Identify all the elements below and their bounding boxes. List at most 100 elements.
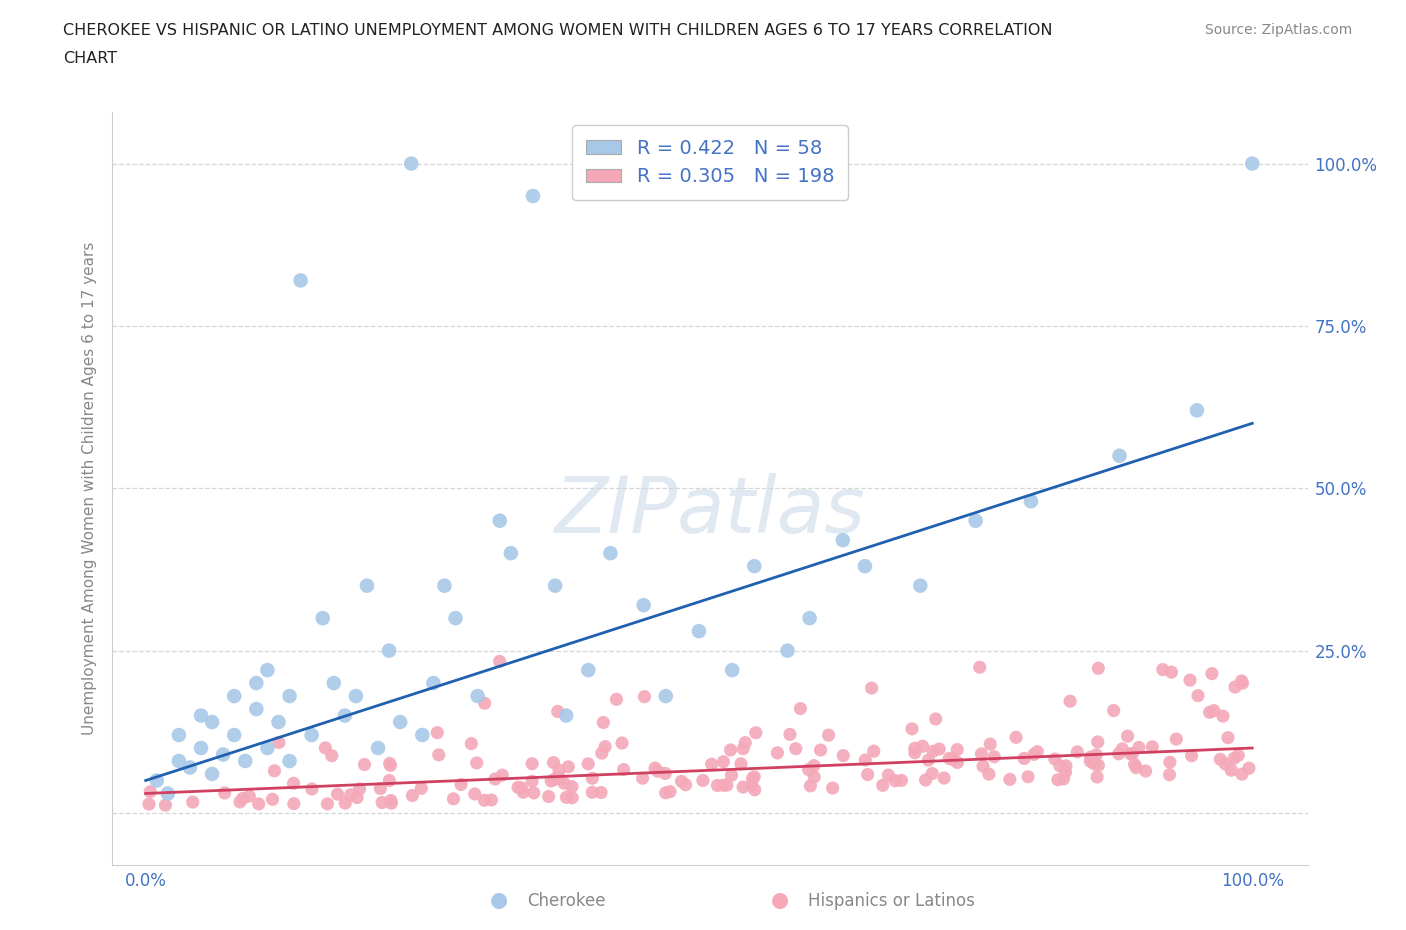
Point <box>745 725 768 740</box>
Point <box>928 741 950 756</box>
Point <box>904 741 927 756</box>
Y-axis label: Unemployment Among Women with Children Ages 6 to 17 years: Unemployment Among Women with Children A… <box>82 242 97 735</box>
Point <box>214 786 236 801</box>
Point <box>1223 751 1246 765</box>
Point <box>821 780 844 795</box>
Point <box>610 736 633 751</box>
Point <box>512 785 534 800</box>
Point <box>581 785 603 800</box>
Point <box>245 675 267 690</box>
Point <box>1005 730 1028 745</box>
Point <box>721 663 744 678</box>
Point <box>593 739 616 754</box>
Point <box>555 790 578 804</box>
Point <box>201 766 224 781</box>
Point <box>371 795 394 810</box>
Point <box>233 753 256 768</box>
Point <box>426 725 449 740</box>
Point <box>924 711 946 726</box>
Point <box>1201 666 1223 681</box>
Point <box>711 754 734 769</box>
Point <box>520 774 543 789</box>
Point <box>481 792 503 807</box>
Point <box>156 786 179 801</box>
Point <box>474 696 496 711</box>
Point <box>301 781 323 796</box>
Point <box>367 740 389 755</box>
Point <box>1059 694 1081 709</box>
Point <box>1178 672 1201 687</box>
Point <box>779 727 801 742</box>
Point <box>644 761 666 776</box>
Point <box>633 689 655 704</box>
Point <box>1152 662 1174 677</box>
Point <box>262 791 284 806</box>
Point <box>688 624 710 639</box>
Point <box>1108 747 1130 762</box>
Point <box>443 791 465 806</box>
Point <box>716 777 738 792</box>
Point <box>411 781 433 796</box>
Point <box>1066 744 1088 759</box>
Point <box>229 794 252 809</box>
Point <box>581 771 603 786</box>
Point <box>1108 448 1130 463</box>
Point <box>1212 709 1234 724</box>
Point <box>1230 673 1253 688</box>
Point <box>576 663 599 678</box>
Point <box>356 578 378 593</box>
Point <box>224 727 246 742</box>
Point <box>591 785 613 800</box>
Point <box>1159 767 1181 782</box>
Point <box>401 788 423 803</box>
Point <box>1012 751 1035 766</box>
Point <box>1054 759 1077 774</box>
Point <box>799 611 821 626</box>
Point <box>1087 758 1109 773</box>
Point <box>256 740 278 755</box>
Point <box>910 578 932 593</box>
Point <box>547 704 569 719</box>
Point <box>344 688 367 703</box>
Point <box>817 727 839 742</box>
Point <box>380 758 402 773</box>
Point <box>349 781 371 796</box>
Point <box>263 764 285 778</box>
Point <box>946 742 969 757</box>
Text: CHART: CHART <box>63 51 117 66</box>
Point <box>862 744 884 759</box>
Point <box>167 727 190 742</box>
Point <box>654 785 676 800</box>
Point <box>1216 730 1239 745</box>
Point <box>238 789 260 804</box>
Point <box>733 741 755 756</box>
Point <box>970 747 993 762</box>
Point <box>776 644 799 658</box>
Point <box>730 756 752 771</box>
Point <box>256 663 278 678</box>
Point <box>742 559 765 574</box>
Point <box>720 768 742 783</box>
Point <box>380 793 402 808</box>
Text: Cherokee: Cherokee <box>527 892 606 910</box>
Point <box>290 273 312 288</box>
Point <box>283 796 305 811</box>
Point <box>983 750 1005 764</box>
Point <box>998 772 1021 787</box>
Point <box>1085 748 1108 763</box>
Point <box>711 777 734 792</box>
Point <box>692 773 714 788</box>
Point <box>540 774 562 789</box>
Point <box>546 770 568 785</box>
Point <box>810 742 832 757</box>
Point <box>654 766 676 781</box>
Point <box>911 738 934 753</box>
Point <box>742 769 765 784</box>
Point <box>467 688 489 703</box>
Point <box>316 796 339 811</box>
Point <box>853 559 876 574</box>
Point <box>901 722 924 737</box>
Point <box>1111 741 1133 756</box>
Point <box>576 756 599 771</box>
Point <box>1085 769 1108 784</box>
